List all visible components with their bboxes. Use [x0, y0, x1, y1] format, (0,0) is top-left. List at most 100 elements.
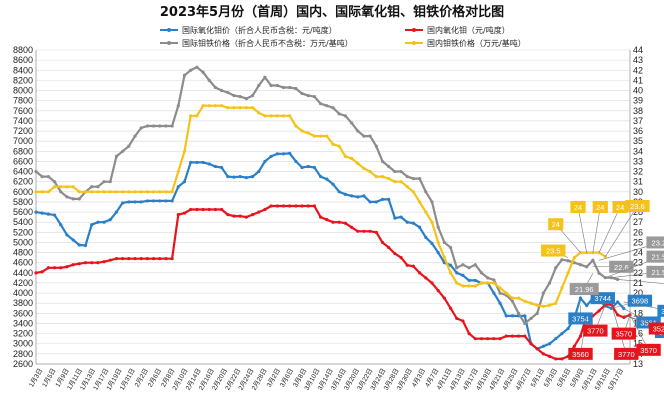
data-point — [294, 204, 298, 208]
data-point — [281, 152, 286, 156]
legend-label: 国际氧化钼价（折合人民币含税：元/吨度） — [182, 25, 337, 35]
y-left-tick: 8000 — [13, 86, 33, 96]
data-point — [554, 266, 558, 270]
y-right-tick: 36 — [633, 126, 643, 136]
data-point — [127, 144, 131, 148]
data-label: 23.5 — [546, 247, 561, 256]
data-point — [510, 334, 515, 338]
data-point — [59, 190, 63, 194]
data-point — [151, 124, 156, 128]
data-point — [151, 190, 156, 194]
legend-marker — [412, 28, 416, 32]
data-point — [424, 190, 428, 194]
data-point — [77, 262, 81, 266]
y-left-tick: 7200 — [13, 126, 33, 136]
data-point — [411, 264, 416, 268]
data-point — [436, 288, 440, 293]
data-point — [269, 83, 273, 88]
y-right-tick: 33 — [633, 156, 643, 166]
data-label: 21.96 — [575, 285, 594, 294]
data-point — [257, 83, 261, 88]
data-label: 3698 — [632, 297, 649, 306]
data-point — [405, 220, 409, 224]
data-point — [195, 160, 199, 165]
data-point — [121, 149, 125, 153]
legend-marker — [412, 41, 416, 45]
data-point — [541, 352, 545, 356]
data-point — [380, 175, 385, 179]
data-point — [226, 106, 230, 110]
data-point — [448, 263, 453, 267]
data-point — [300, 165, 304, 170]
data-point — [121, 190, 125, 194]
data-label: 23.6 — [630, 202, 645, 211]
y-right-tick: 23 — [633, 258, 643, 268]
data-point — [127, 257, 131, 261]
data-point — [121, 201, 125, 205]
data-point — [139, 190, 143, 194]
data-point — [374, 144, 378, 148]
data-point — [164, 124, 168, 128]
y-left-tick: 4400 — [13, 268, 33, 278]
data-point — [473, 284, 477, 288]
data-point — [479, 281, 484, 285]
data-point — [547, 281, 552, 285]
data-point — [535, 303, 539, 307]
y-left-tick: 2600 — [13, 359, 33, 369]
data-point — [498, 301, 502, 305]
data-point — [578, 263, 583, 267]
y-right-tick: 20 — [633, 288, 643, 298]
label-leader — [617, 279, 664, 284]
data-point — [189, 114, 193, 118]
data-point — [46, 212, 50, 216]
y-left-tick: 4800 — [13, 248, 33, 258]
data-point — [90, 185, 94, 189]
y-left-tick: 6200 — [13, 177, 33, 187]
data-point — [207, 78, 211, 82]
data-point — [486, 337, 490, 341]
data-point — [436, 250, 440, 255]
data-point — [356, 161, 360, 166]
data-point — [343, 192, 347, 196]
label-box — [583, 324, 608, 337]
data-point — [275, 83, 279, 88]
data-point — [554, 301, 558, 305]
data-point — [368, 229, 372, 233]
data-point — [238, 106, 242, 110]
y-left-tick: 7600 — [13, 106, 33, 116]
data-point — [201, 160, 205, 165]
data-point — [71, 197, 75, 201]
data-point — [158, 190, 162, 194]
data-point — [263, 114, 267, 118]
grid-lines — [35, 49, 631, 365]
data-point — [319, 175, 323, 179]
data-point — [393, 169, 397, 174]
data-point — [46, 175, 50, 179]
data-point — [411, 221, 416, 225]
label-box — [657, 304, 664, 317]
y-right-tick: 25 — [633, 237, 643, 247]
data-point — [442, 240, 446, 245]
data-point — [492, 291, 496, 295]
y-right-tick: 22 — [633, 268, 643, 278]
data-label: 24 — [552, 220, 560, 229]
data-point — [201, 70, 205, 74]
y-left-tick: 7800 — [13, 96, 33, 106]
data-point — [560, 332, 564, 336]
data-point — [356, 229, 360, 233]
data-point — [176, 212, 180, 217]
data-point — [436, 225, 440, 229]
data-point — [380, 240, 385, 245]
data-point — [34, 169, 38, 174]
legend-marker — [167, 28, 171, 32]
y-left-tick: 4000 — [13, 288, 33, 298]
data-point — [473, 263, 477, 267]
data-point — [325, 177, 329, 181]
data-label: 3770 — [618, 350, 635, 359]
data-point — [71, 238, 75, 242]
label-box — [609, 260, 634, 273]
data-point — [170, 199, 174, 203]
data-point — [226, 212, 230, 217]
data-point — [418, 200, 422, 204]
data-point — [337, 112, 341, 116]
